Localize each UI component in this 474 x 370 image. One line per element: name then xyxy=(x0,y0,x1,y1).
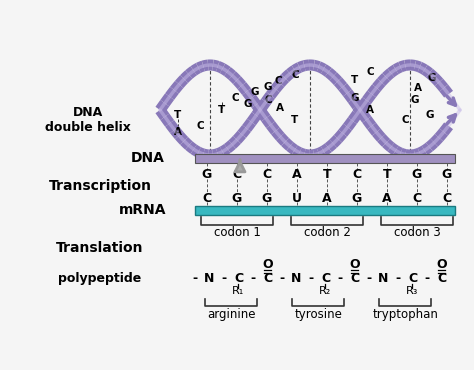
Bar xyxy=(195,205,455,215)
Text: T: T xyxy=(174,110,182,120)
Text: -: - xyxy=(424,272,429,285)
Text: T: T xyxy=(292,115,299,125)
Text: -: - xyxy=(366,272,372,285)
Bar xyxy=(195,154,455,162)
Text: DNA
double helix: DNA double helix xyxy=(45,106,131,134)
Text: codon 2: codon 2 xyxy=(303,226,350,239)
Text: C: C xyxy=(366,67,374,77)
Text: G: G xyxy=(202,168,212,181)
Text: C: C xyxy=(234,272,243,285)
Text: C: C xyxy=(231,93,239,103)
Text: C: C xyxy=(353,168,362,181)
Text: C: C xyxy=(437,272,446,285)
Text: G: G xyxy=(426,110,434,120)
Text: polypeptide: polypeptide xyxy=(58,272,142,285)
Text: C: C xyxy=(202,192,211,205)
Text: -: - xyxy=(395,272,401,285)
Text: C: C xyxy=(274,76,282,86)
Text: N: N xyxy=(204,272,215,285)
Text: G: G xyxy=(262,192,272,205)
Text: G: G xyxy=(264,82,272,92)
Text: C: C xyxy=(408,272,417,285)
Text: G: G xyxy=(251,87,259,97)
Text: -: - xyxy=(221,272,227,285)
Text: T: T xyxy=(351,75,359,85)
Text: -: - xyxy=(250,272,255,285)
Text: R₂: R₂ xyxy=(319,286,332,296)
Text: C: C xyxy=(291,70,299,80)
Text: A: A xyxy=(414,83,422,93)
Text: N: N xyxy=(292,272,301,285)
Text: tryptophan: tryptophan xyxy=(372,308,438,321)
Text: arginine: arginine xyxy=(207,308,255,321)
Text: Translation: Translation xyxy=(56,242,144,256)
Text: C: C xyxy=(412,192,421,205)
Text: G: G xyxy=(442,168,452,181)
Text: A: A xyxy=(322,192,332,205)
Text: C: C xyxy=(350,272,359,285)
Text: R₃: R₃ xyxy=(406,286,419,296)
Text: A: A xyxy=(276,103,284,113)
Text: N: N xyxy=(378,272,389,285)
Text: G: G xyxy=(232,192,242,205)
Text: -: - xyxy=(337,272,343,285)
Text: G: G xyxy=(351,93,359,103)
Text: A: A xyxy=(174,127,182,137)
Text: C: C xyxy=(442,192,452,205)
Text: codon 1: codon 1 xyxy=(214,226,260,239)
Text: DNA: DNA xyxy=(131,151,165,165)
Text: C: C xyxy=(401,115,409,125)
Text: C: C xyxy=(264,95,272,105)
Text: A: A xyxy=(366,105,374,115)
Text: A: A xyxy=(382,192,392,205)
Text: G: G xyxy=(412,168,422,181)
Text: G: G xyxy=(244,99,252,109)
Text: C: C xyxy=(232,168,242,181)
Text: C: C xyxy=(263,168,272,181)
Text: codon 3: codon 3 xyxy=(393,226,440,239)
Text: C: C xyxy=(263,272,272,285)
Text: O: O xyxy=(349,258,360,271)
Text: R₁: R₁ xyxy=(232,286,245,296)
Text: tyrosine: tyrosine xyxy=(294,308,342,321)
Text: G: G xyxy=(352,192,362,205)
Text: -: - xyxy=(309,272,314,285)
Text: O: O xyxy=(436,258,447,271)
Text: Transcription: Transcription xyxy=(48,179,152,193)
Text: mRNA: mRNA xyxy=(119,203,167,217)
Text: T: T xyxy=(219,105,226,115)
Text: U: U xyxy=(292,192,302,205)
Text: G: G xyxy=(428,73,436,83)
Text: A: A xyxy=(292,168,302,181)
Text: T: T xyxy=(383,168,392,181)
Text: -: - xyxy=(280,272,284,285)
Text: O: O xyxy=(262,258,273,271)
Text: G: G xyxy=(411,95,419,105)
Text: C: C xyxy=(196,121,204,131)
Text: C: C xyxy=(321,272,330,285)
Text: -: - xyxy=(192,272,198,285)
Text: T: T xyxy=(323,168,331,181)
